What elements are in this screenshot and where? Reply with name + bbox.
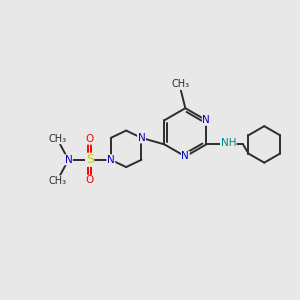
Text: N: N	[138, 133, 145, 143]
Text: N: N	[107, 155, 115, 165]
Text: O: O	[85, 134, 94, 144]
Text: O: O	[85, 176, 94, 185]
Text: CH₃: CH₃	[48, 134, 66, 144]
Text: N: N	[64, 155, 72, 165]
Text: NH: NH	[220, 138, 236, 148]
Text: CH₃: CH₃	[48, 176, 66, 186]
Text: S: S	[85, 153, 94, 166]
Text: N: N	[202, 115, 210, 125]
Text: N: N	[182, 152, 189, 161]
Text: CH₃: CH₃	[172, 79, 190, 89]
